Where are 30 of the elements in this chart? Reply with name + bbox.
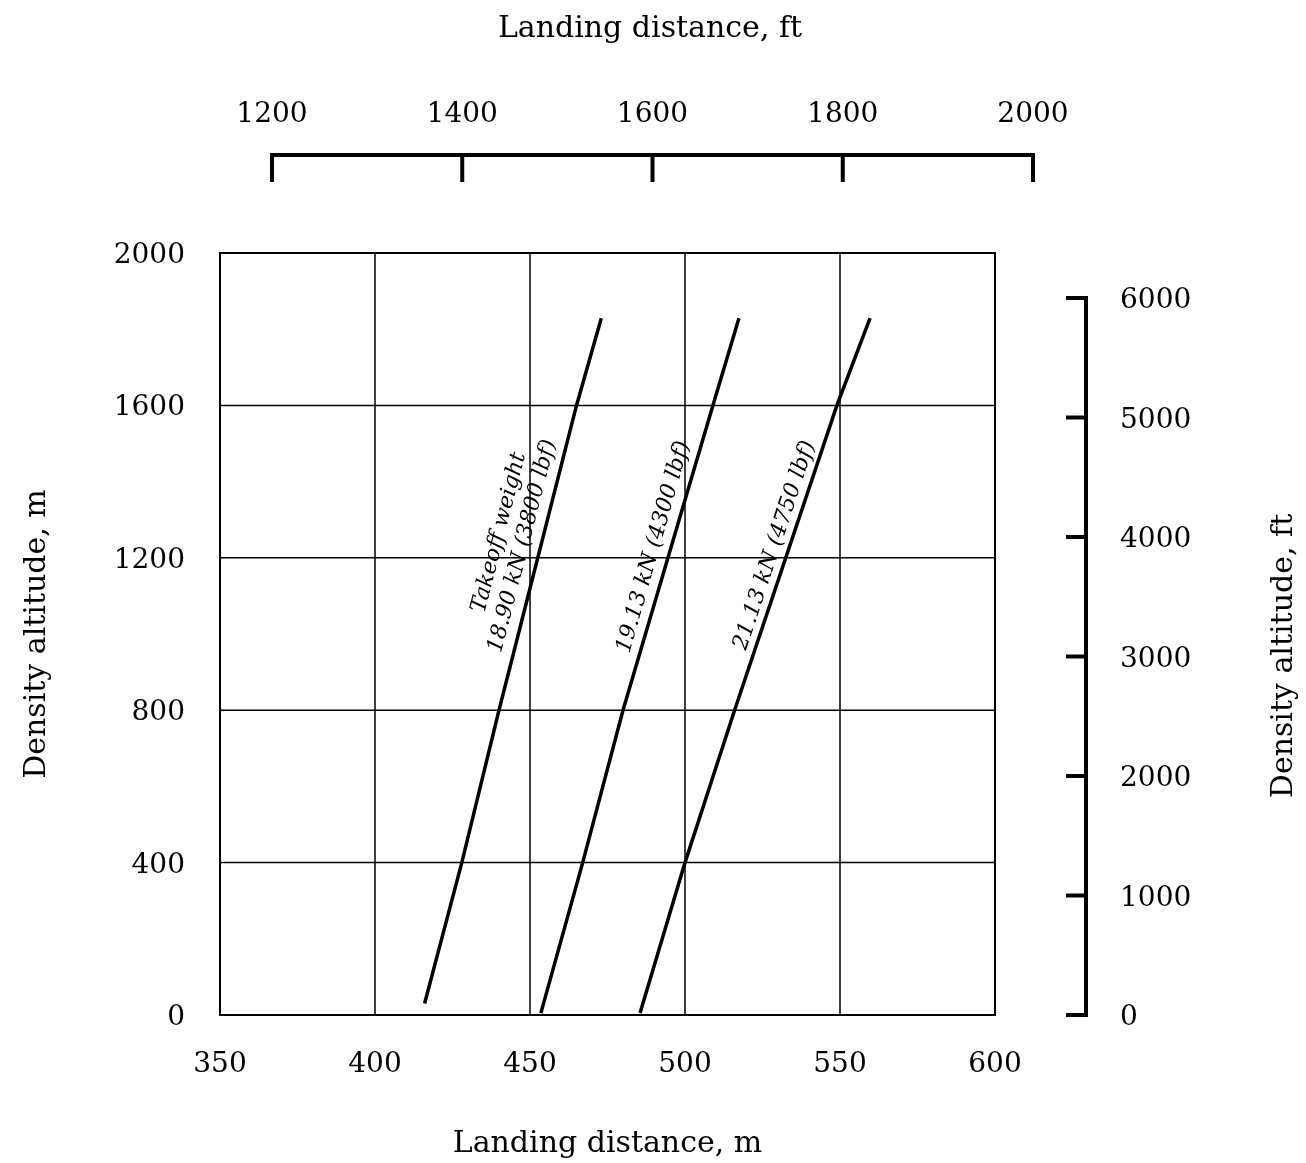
y-tick-label: 1600 xyxy=(113,389,185,423)
y2-tick-label: 2000 xyxy=(1120,760,1192,793)
x-tick-label: 550 xyxy=(813,1046,867,1079)
y-tick-label: 1200 xyxy=(113,541,185,575)
x2-tick-label: 2000 xyxy=(997,96,1069,129)
y2-tick-label: 1000 xyxy=(1120,879,1192,913)
x2-tick-label: 1600 xyxy=(616,96,689,129)
y-tick-label: 400 xyxy=(131,846,185,880)
x-tick-label: 350 xyxy=(193,1046,247,1079)
y-tick-label: 0 xyxy=(167,999,185,1032)
x2-axis-title: Landing distance, ft xyxy=(497,9,803,44)
y2-tick-label: 5000 xyxy=(1120,401,1192,435)
text: 19.13 kN (4300 lbf) xyxy=(610,437,695,656)
x-tick-label: 400 xyxy=(348,1046,402,1079)
x2-tick-label: 1200 xyxy=(236,96,308,129)
x2-tick-label: 1400 xyxy=(426,96,498,129)
x-tick-label: 450 xyxy=(503,1046,557,1079)
y-tick-label: 800 xyxy=(131,694,185,728)
x-tick-label: 600 xyxy=(968,1046,1022,1079)
y2-axis-title: Density altitude, ft xyxy=(1264,513,1299,799)
y-tick-label: 2000 xyxy=(113,237,185,270)
x2-tick-label: 1800 xyxy=(807,96,879,129)
y2-tick-label: 0 xyxy=(1120,999,1138,1032)
y2-tick-label: 6000 xyxy=(1120,282,1192,315)
x-tick-label: 500 xyxy=(658,1046,712,1079)
y2-tick-label: 3000 xyxy=(1120,640,1192,674)
y-axis-title: Density altitude, m xyxy=(17,489,52,779)
text: 21.13 kN (4750 lbf) xyxy=(726,436,820,654)
y2-tick-label: 4000 xyxy=(1120,521,1192,554)
x-axis-title: Landing distance, m xyxy=(452,1124,763,1159)
